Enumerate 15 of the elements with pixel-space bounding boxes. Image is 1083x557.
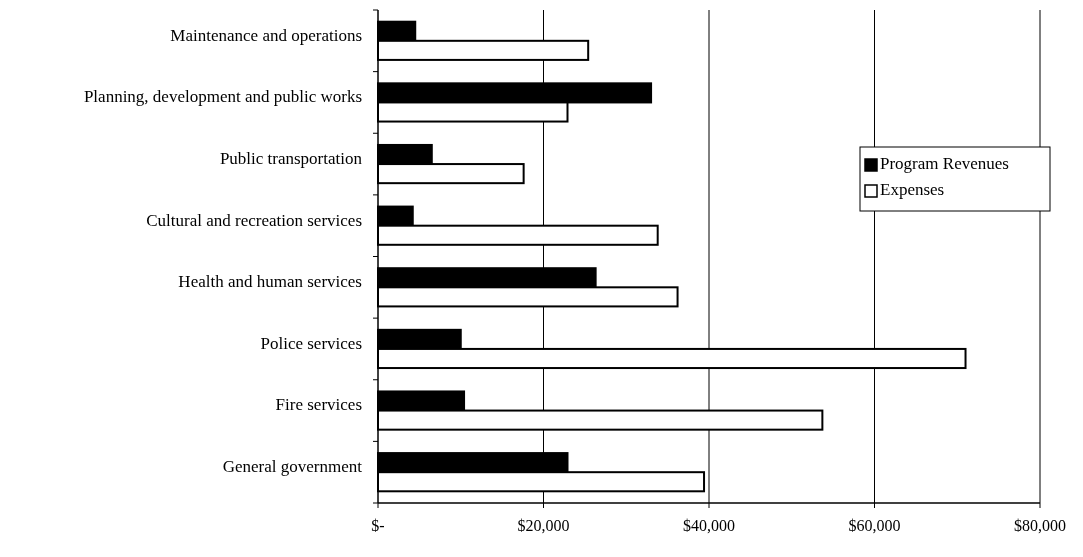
x-tick-label: $60,000 xyxy=(848,517,901,534)
y-tick-label: General government xyxy=(222,457,363,477)
y-tick-label: Cultural and recreation services xyxy=(146,210,362,230)
y-tick-label: Police services xyxy=(260,333,362,353)
y-tick-label: Planning, development and public works xyxy=(83,87,362,107)
y-tick-label: Public transportation xyxy=(219,148,363,168)
x-tick-label: $20,000 xyxy=(517,517,570,534)
y-tick-label: Fire services xyxy=(275,395,362,415)
x-tick-label: $- xyxy=(371,517,385,534)
y-tick-label: Maintenance and operations xyxy=(170,25,362,45)
legend-label: Program Revenues xyxy=(880,153,1009,173)
x-tick-label: $40,000 xyxy=(683,517,735,534)
y-tick-label: Health and human services xyxy=(178,272,362,292)
legend-label: Expenses xyxy=(880,179,945,199)
x-tick-label: $80,000 xyxy=(1014,517,1066,534)
